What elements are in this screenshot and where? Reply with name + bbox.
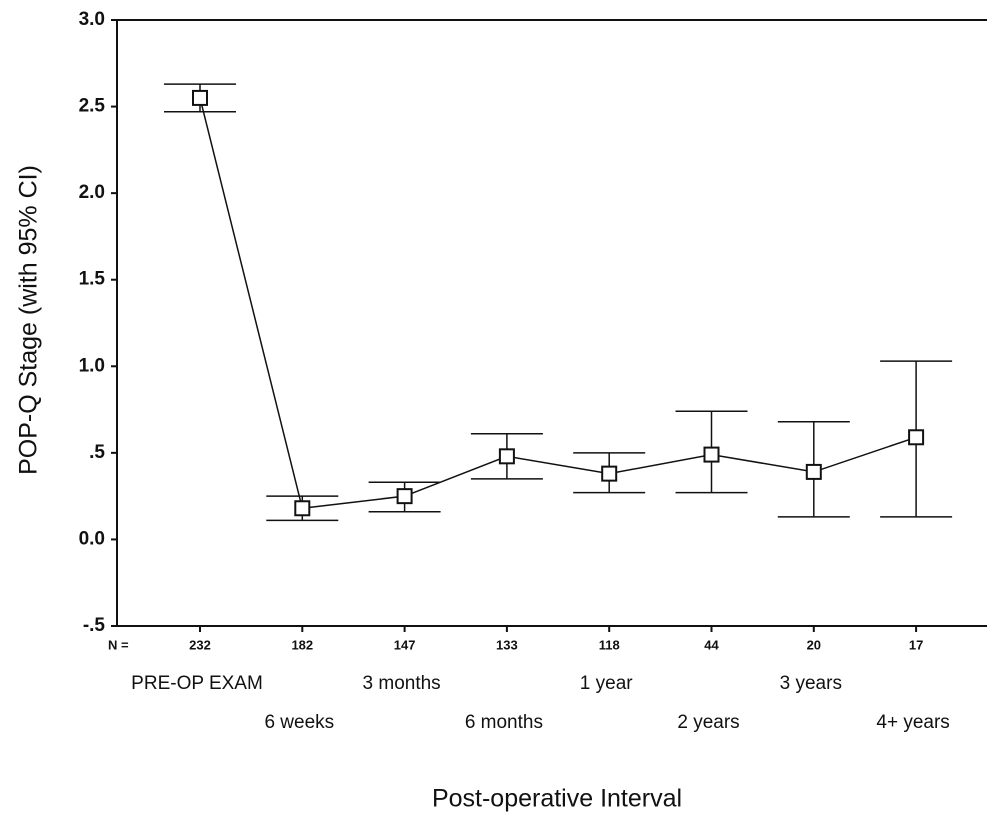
y-tick-label: 2.0 [79, 182, 105, 203]
y-tick-label: .5 [89, 442, 105, 463]
y-tick-label: 1.0 [79, 355, 105, 376]
point-marker [703, 446, 720, 463]
x-axis-title: Post-operative Interval [432, 785, 682, 813]
x-tick-label: 4+ years [876, 712, 949, 733]
y-tick-label: -.5 [83, 615, 106, 636]
point-marker [294, 500, 311, 517]
x-tick-label: 6 weeks [264, 712, 334, 733]
x-tick-label: 3 months [363, 673, 441, 694]
y-tick-label: 3.0 [79, 9, 105, 30]
n-count: 20 [807, 637, 821, 652]
x-tick-label: PRE-OP EXAM [131, 673, 263, 694]
point-marker [396, 488, 413, 505]
n-count: 133 [496, 637, 518, 652]
y-axis-title: POP-Q Stage (with 95% CI) [15, 165, 43, 475]
point-marker [908, 429, 925, 446]
n-count: 182 [291, 637, 313, 652]
x-tick-label: 1 year [580, 673, 633, 694]
y-tick-label: 1.5 [79, 269, 106, 290]
point-marker [601, 465, 618, 482]
n-count: 118 [599, 637, 620, 652]
n-label: N = [108, 637, 129, 652]
y-tick-label: 0.0 [79, 528, 105, 549]
point-marker [498, 448, 515, 465]
x-tick-label: 6 months [465, 712, 543, 733]
x-tick-label: 3 years [780, 673, 842, 694]
x-tick-label: 2 years [677, 712, 739, 733]
point-marker [192, 89, 208, 106]
n-count: 232 [189, 637, 211, 652]
series-line [199, 97, 917, 510]
n-count: 44 [704, 637, 719, 652]
point-marker [805, 463, 822, 480]
n-count: 147 [394, 637, 416, 652]
y-tick-label: 2.5 [79, 96, 106, 117]
n-count: 17 [909, 637, 923, 652]
